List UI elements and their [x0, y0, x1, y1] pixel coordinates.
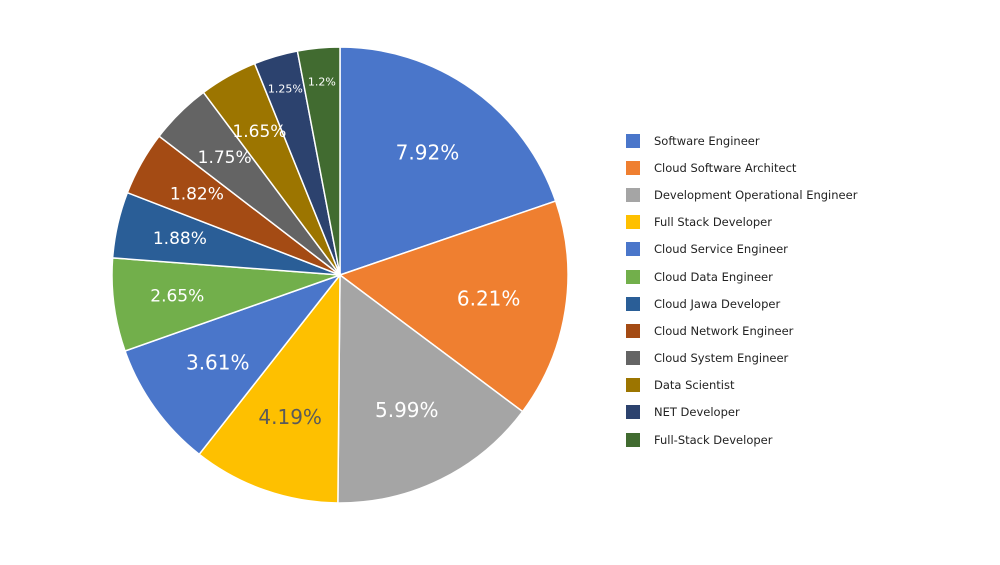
data-label-full-stack-developer: 1.2%	[308, 76, 336, 89]
legend-swatch	[626, 432, 640, 447]
legend-swatch	[626, 323, 640, 338]
legend-label: Cloud System Engineer	[654, 351, 789, 366]
legend-label: Development Operational Engineer	[654, 187, 858, 202]
data-label-data-scientist: 1.65%	[232, 122, 286, 142]
legend-item-cloud-service-engineer: Cloud Service Engineer	[626, 236, 956, 263]
legend-swatch	[626, 215, 640, 230]
legend-label: Full Stack Developer	[654, 215, 772, 230]
data-label-cloud-network-engineer: 1.82%	[170, 185, 224, 205]
legend-item-full-stack-developer: Full-Stack Developer	[626, 426, 956, 453]
legend-label: Software Engineer	[654, 133, 760, 148]
data-label-cloud-system-engineer: 1.75%	[198, 148, 252, 168]
legend-swatch	[626, 296, 640, 311]
legend-swatch	[626, 242, 640, 257]
legend-label: Cloud Data Engineer	[654, 269, 773, 284]
legend-label: Cloud Network Engineer	[654, 323, 794, 338]
legend-item-software-engineer: Software Engineer	[626, 127, 956, 154]
legend-item-cloud-network-engineer: Cloud Network Engineer	[626, 317, 956, 344]
legend-item-cloud-data-engineer: Cloud Data Engineer	[626, 263, 956, 290]
legend-item-cloud-jawa-developer: Cloud Jawa Developer	[626, 290, 956, 317]
pie-slice-full-stack-developer	[296, 46, 341, 276]
data-label-full-stack-developer: 4.19%	[258, 405, 322, 429]
legend-label: Full-Stack Developer	[654, 432, 773, 447]
pie-slice-cloud-service-engineer	[124, 273, 343, 456]
pie-slice-full-stack-developer	[198, 272, 341, 504]
pie-slices	[111, 46, 569, 504]
legend-swatch	[626, 187, 640, 202]
legend-item-development-operational-engineer: Development Operational Engineer	[626, 181, 956, 208]
legend-item-full-stack-developer: Full Stack Developer	[626, 209, 956, 236]
data-label-cloud-software-architect: 6.21%	[457, 286, 521, 310]
data-label-cloud-service-engineer: 3.61%	[186, 351, 250, 375]
pie-slice-cloud-software-architect	[338, 200, 569, 413]
legend-label: NET Developer	[654, 405, 740, 420]
legend-label: Cloud Software Architect	[654, 160, 797, 175]
legend: Software Engineer Cloud Software Architec…	[626, 127, 956, 453]
legend-item-data-scientist: Data Scientist	[626, 372, 956, 399]
pie-slice-development-operational-engineer	[337, 273, 524, 504]
legend-swatch	[626, 351, 640, 366]
data-label-cloud-data-engineer: 2.65%	[150, 287, 204, 307]
legend-item-cloud-software-architect: Cloud Software Architect	[626, 154, 956, 181]
legend-label: Cloud Service Engineer	[654, 242, 788, 257]
pie-data-labels: 7.92% 6.21% 5.99% 4.19% 3.61% 2.65% 1.88% 1.82%…	[150, 76, 520, 429]
legend-label: Cloud Jawa Developer	[654, 296, 781, 311]
legend-label: Data Scientist	[654, 378, 735, 393]
legend-swatch	[626, 160, 640, 175]
data-label-software-engineer: 7.92%	[396, 141, 460, 165]
legend-item-net-developer: NET Developer	[626, 399, 956, 426]
legend-swatch	[626, 405, 640, 420]
data-label-development-operational-engineer: 5.99%	[375, 398, 439, 422]
legend-item-cloud-system-engineer: Cloud System Engineer	[626, 345, 956, 372]
legend-swatch	[626, 269, 640, 284]
legend-swatch	[626, 378, 640, 393]
pie-slice-software-engineer	[339, 46, 557, 277]
legend-swatch	[626, 133, 640, 148]
data-label-cloud-jawa-developer: 1.88%	[153, 229, 207, 249]
data-label-net-developer: 1.25%	[268, 83, 303, 96]
